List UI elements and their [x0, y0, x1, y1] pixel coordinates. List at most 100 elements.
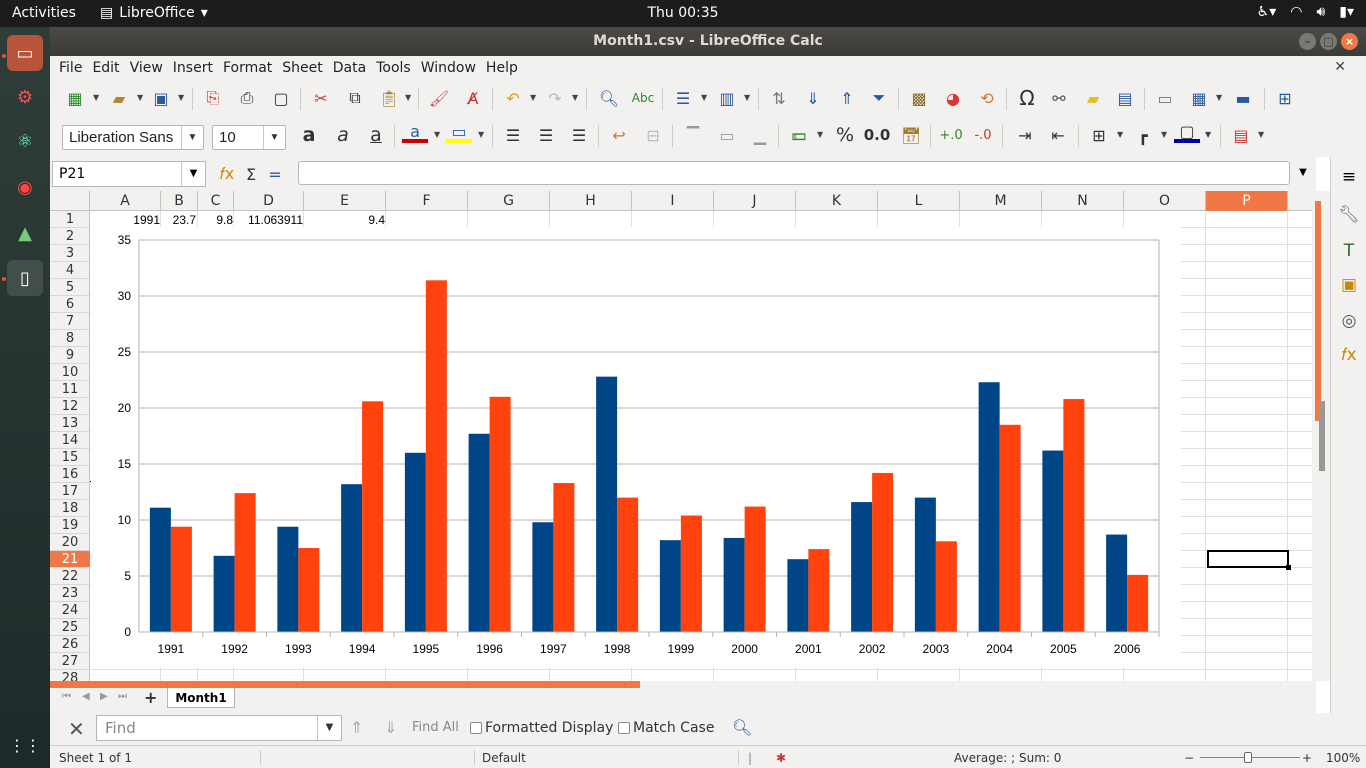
sort-icon[interactable]: ⇅ [772, 88, 786, 108]
row-header[interactable]: 11 [50, 381, 90, 398]
column-header[interactable]: G [468, 191, 550, 211]
page-style[interactable]: Default [482, 751, 526, 765]
cell-a1[interactable]: 1991 [133, 213, 160, 227]
row-header[interactable]: 21 [50, 551, 90, 568]
column-header[interactable]: A [90, 191, 161, 211]
zoom-out-icon[interactable]: − [1184, 751, 1195, 765]
clear-formatting-icon[interactable]: A̸ [467, 88, 479, 108]
first-sheet-icon[interactable]: ⏮ [62, 691, 71, 702]
menu-help[interactable]: Help [485, 60, 518, 76]
hyperlink-icon[interactable]: ⚯ [1052, 88, 1066, 108]
row-header[interactable]: 1 [50, 211, 90, 228]
date-format-icon[interactable]: 📅︎ [900, 125, 922, 145]
cell-c1[interactable]: 9.8 [216, 213, 233, 227]
maximize-button[interactable]: □ [1320, 33, 1337, 50]
sidebar-menu-icon[interactable]: ≡ [1341, 167, 1357, 187]
open-folder-icon[interactable]: ▰ [112, 88, 126, 108]
chevron-down-icon[interactable]: ▼ [93, 93, 100, 102]
find-previous-icon[interactable]: ⇑ [350, 718, 364, 737]
paste-icon[interactable]: 📋︎ [378, 88, 400, 108]
autofilter-icon[interactable]: ⏷ [872, 88, 886, 107]
menu-view[interactable]: View [129, 60, 163, 76]
clock[interactable]: Thu 00:35 [647, 5, 719, 21]
navigator-icon[interactable]: ◎ [1341, 311, 1357, 331]
wifi-icon[interactable]: ◠ [1290, 4, 1303, 20]
column-header-selected[interactable]: P [1206, 191, 1288, 211]
bold-icon[interactable]: a [302, 124, 316, 146]
align-right-icon[interactable]: ☰ [571, 125, 587, 145]
files-icon[interactable]: ▭ [7, 35, 43, 71]
font-name-combo[interactable]: Liberation Sans ▼ [62, 125, 204, 150]
sheet-tab[interactable]: Month1 [167, 688, 235, 708]
align-left-icon[interactable]: ☰ [505, 125, 521, 145]
menu-window[interactable]: Window [420, 60, 476, 76]
number-format-icon[interactable]: 0.0 [863, 126, 891, 144]
chevron-down-icon[interactable]: ▼ [405, 93, 412, 102]
row-header[interactable]: 28 [50, 670, 90, 681]
next-sheet-icon[interactable]: ▶ [100, 691, 108, 702]
add-sheet-icon[interactable]: + [144, 688, 158, 707]
chart-object[interactable]: 0 5 10 15 20 25 30 35 1991 1992 1993 1994 1995 1996 19… [91, 227, 1181, 667]
zoom-in-icon[interactable]: + [1302, 751, 1313, 765]
find-replace-icon[interactable]: 🔍︎ [598, 88, 620, 108]
currency-format-icon[interactable]: 💵︎ [791, 125, 807, 144]
align-bottom-icon[interactable]: ▁ [753, 125, 767, 145]
zoom-slider-knob[interactable] [1244, 752, 1252, 763]
styles-icon[interactable]: T [1343, 241, 1355, 261]
formatted-display-checkbox[interactable] [470, 722, 482, 734]
underline-icon[interactable]: a [370, 124, 382, 146]
row-header[interactable]: 27 [50, 653, 90, 670]
find-next-icon[interactable]: ⇓ [384, 718, 398, 737]
sum-icon[interactable]: Σ [245, 164, 257, 184]
row-header[interactable]: 8 [50, 330, 90, 347]
border-style-icon[interactable]: ┏ [1138, 125, 1148, 145]
export-pdf-icon[interactable]: ⎘ [206, 88, 220, 107]
italic-icon[interactable]: a [337, 124, 349, 146]
row-header[interactable]: 23 [50, 585, 90, 602]
column-header[interactable]: J [714, 191, 796, 211]
row-header[interactable]: 4 [50, 262, 90, 279]
show-draw-functions-icon[interactable]: ⊞ [1278, 88, 1292, 108]
print-preview-icon[interactable]: ▢ [273, 88, 289, 108]
sort-descending-icon[interactable]: ⇓ [806, 88, 820, 108]
insert-image-icon[interactable]: ▩ [911, 88, 927, 108]
column-header[interactable]: I [632, 191, 714, 211]
close-window-button[interactable]: × [1341, 33, 1358, 50]
battery-icon[interactable]: ▮▾ [1339, 4, 1354, 20]
find-all-button[interactable]: Find All [412, 720, 459, 735]
close-document-icon[interactable]: ✕ [1334, 59, 1346, 75]
chevron-down-icon[interactable]: ▼ [181, 126, 203, 149]
save-icon[interactable]: ▣ [153, 88, 169, 108]
chevron-down-icon[interactable]: ▼ [263, 126, 285, 149]
column-header[interactable]: H [550, 191, 632, 211]
row-header[interactable]: 10 [50, 364, 90, 381]
zoom-level[interactable]: 100% [1326, 751, 1361, 765]
show-applications-icon[interactable]: ⋮⋮ [9, 735, 41, 755]
undo-icon[interactable]: ↶ [506, 88, 520, 108]
close-find-bar-icon[interactable]: ✕ [68, 717, 85, 741]
menu-sheet[interactable]: Sheet [282, 60, 323, 76]
delete-decimal-place-icon[interactable]: -.0 [974, 127, 992, 143]
chevron-down-icon[interactable]: ▼ [137, 93, 144, 102]
select-all-corner[interactable] [50, 191, 90, 211]
find-replace-icon[interactable]: 🔍︎ [732, 718, 753, 737]
row-header[interactable]: 24 [50, 602, 90, 619]
print-icon[interactable]: ⎙ [240, 88, 254, 107]
redo-icon[interactable]: ↷ [548, 88, 562, 108]
row-header[interactable]: 9 [50, 347, 90, 364]
chevron-down-icon[interactable]: ▼ [178, 93, 185, 102]
activities-button[interactable]: Activities [12, 5, 76, 21]
font-size-combo[interactable]: 10 ▼ [212, 125, 286, 150]
row-header[interactable]: 7 [50, 313, 90, 330]
active-cell-cursor[interactable] [1207, 550, 1291, 570]
define-print-area-icon[interactable]: ▭ [1157, 88, 1173, 108]
chevron-down-icon[interactable]: ▼ [1117, 130, 1124, 139]
volume-icon[interactable]: 🔊︎ [1316, 4, 1326, 20]
chevron-down-icon[interactable]: ▼ [1205, 130, 1212, 139]
chevron-down-icon[interactable]: ▼ [434, 130, 441, 139]
new-document-icon[interactable]: ▦ [67, 88, 83, 108]
atom-icon[interactable]: ⚛ [16, 130, 34, 152]
column-header[interactable]: O [1124, 191, 1206, 211]
android-studio-icon[interactable]: ▲ [18, 222, 32, 244]
accessibility-icon[interactable]: ♿▾ [1256, 4, 1277, 20]
